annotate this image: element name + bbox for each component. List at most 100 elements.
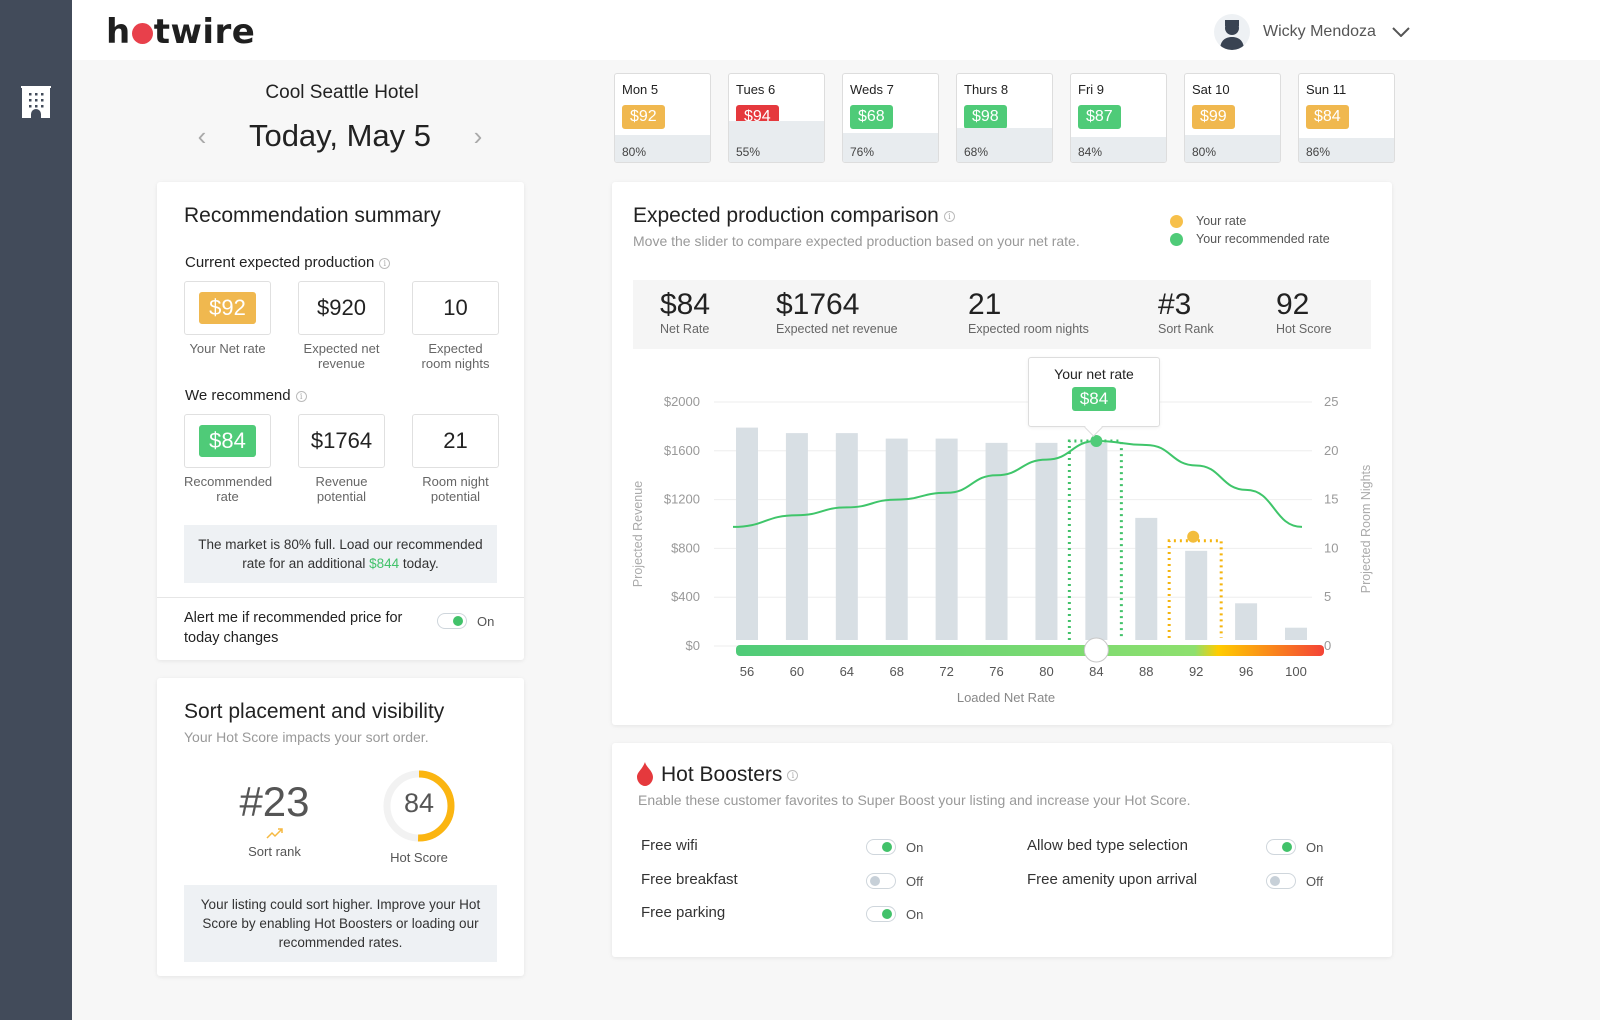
revenue-bar <box>1235 603 1258 640</box>
stat-sort-rank: #3 Sort Rank <box>1158 288 1214 336</box>
alert-label: Alert me if recommended price for today … <box>184 610 403 646</box>
revenue-bar <box>1185 550 1208 640</box>
metric-value: $920 <box>298 281 385 335</box>
info-icon[interactable]: i <box>379 257 391 269</box>
x-tick-label: 68 <box>889 664 903 679</box>
booster-toggle-free-breakfast[interactable]: Off <box>866 873 923 889</box>
stat-label: Expected room nights <box>968 322 1089 336</box>
y2-tick-label: 25 <box>1324 394 1338 409</box>
day-card[interactable]: Tues 6 $94 55% <box>728 73 825 163</box>
day-card[interactable]: Weds 7 $68 76% <box>842 73 939 163</box>
y-tick-label: $1200 <box>664 492 700 507</box>
sidebar <box>0 0 72 1020</box>
day-card[interactable]: Sun 11 $84 86% <box>1298 73 1395 163</box>
day-card[interactable]: Sat 10 $99 80% <box>1184 73 1281 163</box>
metric-recommended-rate: $84 Recommended rate <box>184 414 273 504</box>
x-tick-label: 88 <box>1139 664 1153 679</box>
hot-score-label: Hot Score <box>390 850 448 865</box>
metric-label: Revenue potential <box>315 474 368 504</box>
y2-tick-label: 0 <box>1324 638 1331 653</box>
card-subtitle: Your Hot Score impacts your sort order. <box>184 729 429 745</box>
recommended-rate-point <box>1090 435 1103 448</box>
booster-toggle-free-wifi[interactable]: On <box>866 839 923 855</box>
x-axis-label: Loaded Net Rate <box>957 690 1055 705</box>
metric-revenue-potential: $1764 Revenue potential <box>298 414 385 504</box>
day-rate-badge: $68 <box>850 105 893 129</box>
toggle-state: Off <box>1306 873 1324 889</box>
x-tick-label: 96 <box>1239 664 1253 679</box>
hotwire-logo[interactable]: h twire <box>106 12 256 52</box>
stat-value: 21 <box>968 288 1002 321</box>
rate-slider-thumb[interactable] <box>1083 637 1109 663</box>
y2-tick-label: 15 <box>1324 492 1338 507</box>
revenue-bar <box>1035 442 1058 640</box>
x-tick-label: 56 <box>740 664 754 679</box>
stat-value: $84 <box>660 288 711 321</box>
stat-label: Net Rate <box>660 322 710 336</box>
y2-tick-label: 10 <box>1324 540 1338 555</box>
info-icon[interactable]: i <box>787 769 799 781</box>
hot-score-value: 84 <box>403 788 435 818</box>
booster-toggle-bed-type[interactable]: On <box>1266 839 1323 855</box>
label-text: Current expected production <box>185 254 375 271</box>
toggle-state: On <box>906 906 924 922</box>
day-card[interactable]: Mon 5 $92 80% <box>614 73 711 163</box>
metric-room-nights: 10 Expected room nights <box>412 281 499 371</box>
metric-value: 21 <box>412 414 499 468</box>
card-title: Sort placement and visibility <box>184 700 445 723</box>
sort-note: Your listing could sort higher. Improve … <box>184 885 497 962</box>
building-icon[interactable] <box>21 86 51 118</box>
current-production-label: Current expected production i <box>185 254 391 271</box>
chevron-right-icon[interactable]: › <box>473 120 483 151</box>
revenue-bar <box>736 427 758 640</box>
user-silhouette-icon <box>1214 14 1250 50</box>
stats-bar: $84 Net Rate $1764 Expected net revenue 21… <box>633 280 1371 349</box>
net-rate-tooltip: Your net rate $84 <box>1028 357 1160 427</box>
y-axis-label: Projected Revenue <box>631 481 645 587</box>
stat-label: Hot Score <box>1276 322 1332 336</box>
booster-toggle-free-amenity[interactable]: Off <box>1266 873 1323 889</box>
card-title: Expected production comparison i <box>633 204 955 228</box>
rate-slider-track <box>736 645 1324 656</box>
card-subtitle: Move the slider to compare expected prod… <box>633 233 1080 249</box>
day-label: Tues 6 <box>736 82 776 97</box>
day-label: Mon 5 <box>622 82 659 97</box>
stat-room-nights: 21 Expected room nights <box>968 288 1089 336</box>
your-rate-point <box>1187 530 1200 543</box>
day-label: Weds 7 <box>850 82 894 97</box>
day-card[interactable]: Thurs 8 $98 68% <box>956 73 1053 163</box>
y-tick-label: $400 <box>671 589 700 604</box>
x-tick-label: 80 <box>1039 664 1053 679</box>
metric-label: Room night potential <box>422 474 489 504</box>
revenue-bar <box>985 442 1008 640</box>
room-nights-line <box>732 440 1303 528</box>
booster-toggle-free-parking[interactable]: On <box>866 906 923 922</box>
net-rate-badge: $92 <box>199 292 256 324</box>
note-text: The market is 80% full. Load our recomme… <box>198 537 483 571</box>
alert-toggle[interactable]: On <box>437 613 494 629</box>
user-menu[interactable]: Wicky Mendoza <box>1214 14 1410 50</box>
chevron-down-icon[interactable] <box>1392 27 1410 37</box>
production-chart: $0 $400 $800 $1200 $1600 $2000 0 5 10 15 20 25 Proje… <box>631 394 1373 705</box>
production-comparison-card: Expected production comparison i Move the… <box>612 182 1392 725</box>
info-icon[interactable]: i <box>295 390 307 402</box>
booster-label: Free amenity upon arrival <box>1027 871 1198 888</box>
y-tick-label: $2000 <box>664 394 700 409</box>
hotel-name: Cool Seattle Hotel <box>265 82 419 103</box>
revenue-bar <box>1085 442 1108 640</box>
info-icon[interactable]: i <box>943 210 955 222</box>
x-tick-label: 60 <box>790 664 804 679</box>
user-name: Wicky Mendoza <box>1263 23 1376 40</box>
date-navigator: ‹ Today, May 5 › <box>190 118 490 154</box>
sort-placement-card: Sort placement and visibility Your Hot S… <box>157 678 524 976</box>
market-note: The market is 80% full. Load our recomme… <box>184 525 497 583</box>
trending-up-icon <box>265 828 283 839</box>
day-card[interactable]: Fri 9 $87 84% <box>1070 73 1167 163</box>
tooltip-value-badge: $84 <box>1071 387 1117 411</box>
legend-swatch <box>1170 232 1183 246</box>
metric-label: Recommended rate <box>184 474 273 504</box>
y-tick-label: $0 <box>686 638 700 653</box>
sort-rank: #23 Sort rank <box>227 778 322 859</box>
chevron-left-icon[interactable]: ‹ <box>197 120 207 151</box>
stat-hot-score: 92 Hot Score <box>1276 288 1332 336</box>
